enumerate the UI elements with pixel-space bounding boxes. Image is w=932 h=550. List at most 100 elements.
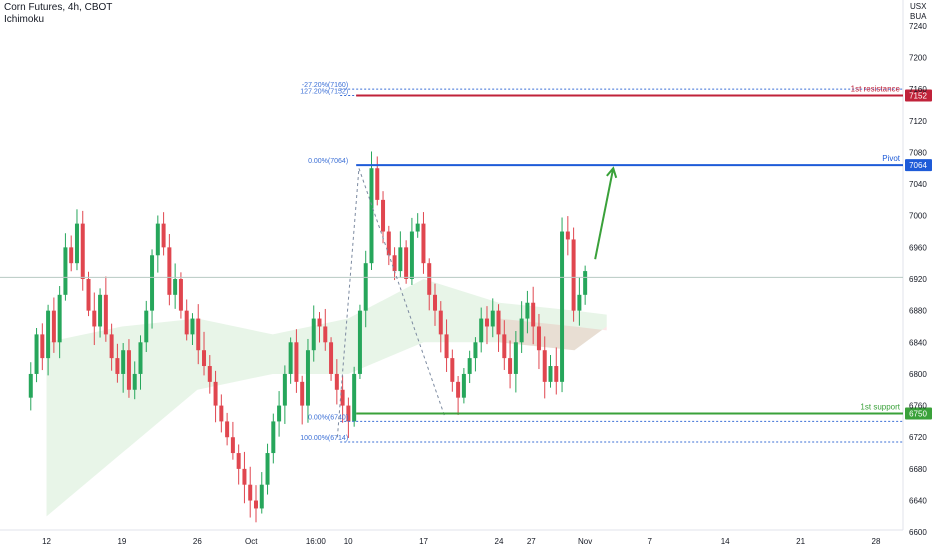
candle-body xyxy=(277,405,282,422)
candle-body xyxy=(69,247,74,264)
price-tag-label: 6750 xyxy=(909,410,927,419)
candle-body xyxy=(490,310,495,327)
indicator-label: Ichimoku xyxy=(4,14,45,25)
x-tick-label: 12 xyxy=(42,537,51,546)
candle-body xyxy=(433,294,438,311)
candle-body xyxy=(536,326,541,351)
price-tag xyxy=(905,89,932,102)
fib-label: 127.20%(7152) xyxy=(300,88,348,95)
candle-body xyxy=(178,279,183,311)
y-tick-label: 6600 xyxy=(909,528,927,537)
x-tick-label: 14 xyxy=(721,537,730,546)
candle-body xyxy=(202,350,207,367)
pivot-label: Pivot xyxy=(882,154,901,163)
x-tick-label: Oct xyxy=(245,537,258,546)
candle-body xyxy=(132,373,137,390)
candle-body xyxy=(190,318,195,335)
candle-body xyxy=(294,342,299,382)
candle-body xyxy=(513,342,518,374)
candle-body xyxy=(456,381,461,398)
candle-body xyxy=(28,373,33,398)
candle-body xyxy=(560,231,565,382)
candle-body xyxy=(242,468,247,485)
candle-body xyxy=(51,310,56,343)
candle-body xyxy=(554,366,559,382)
projection-arrow-head xyxy=(606,166,618,179)
candle-body xyxy=(92,310,97,327)
ichimoku-cloud-bearish xyxy=(498,318,607,351)
candle-body xyxy=(323,326,328,343)
y-tick-label: 7160 xyxy=(909,85,927,94)
candle-body xyxy=(103,294,108,335)
fib-label: -27.20%(7160) xyxy=(302,82,348,89)
price-tag-label: 7152 xyxy=(909,91,927,100)
candle-body xyxy=(450,358,455,382)
candle-body xyxy=(352,373,357,422)
candle-body xyxy=(496,310,501,335)
candle-body xyxy=(421,223,426,264)
candle-body xyxy=(98,294,103,327)
y-tick-label: 6880 xyxy=(909,307,927,316)
candle-body xyxy=(519,318,524,343)
candle-body xyxy=(467,358,472,374)
x-tick-label: 19 xyxy=(117,537,126,546)
candle-body xyxy=(404,247,409,279)
candle-body xyxy=(508,358,513,374)
price-tag xyxy=(905,407,932,420)
x-tick-label: Nov xyxy=(578,537,592,546)
candle-body xyxy=(230,437,235,454)
candle-body xyxy=(317,318,322,327)
y-tick-label: 6960 xyxy=(909,243,927,252)
candle-body xyxy=(74,223,79,264)
y-tick-label: 6680 xyxy=(909,465,927,474)
symbol-title: Corn Futures, 4h, CBOT xyxy=(4,2,113,13)
candle-body xyxy=(126,350,131,390)
candle-body xyxy=(525,302,530,319)
candle-body xyxy=(565,231,570,240)
candle-body xyxy=(86,279,91,311)
candle-body xyxy=(548,366,553,382)
candle-body xyxy=(288,342,293,374)
fib-label: 0.00%(7064) xyxy=(308,158,348,165)
candle-body xyxy=(138,342,143,374)
candle-body xyxy=(300,381,305,406)
x-tick-label: 28 xyxy=(872,537,881,546)
candle-body xyxy=(207,366,212,382)
y-tick-label: 6840 xyxy=(909,338,927,347)
candle-body xyxy=(444,334,449,359)
fib-label: 0.00%(6740) xyxy=(308,414,348,421)
candle-body xyxy=(375,168,380,200)
candle-body xyxy=(531,302,536,327)
x-tick-label: 26 xyxy=(193,537,202,546)
axis-currency: USX xyxy=(910,2,927,11)
candle-body xyxy=(479,318,484,343)
candle-body xyxy=(415,223,420,232)
y-tick-label: 7120 xyxy=(909,117,927,126)
candle-body xyxy=(57,294,62,343)
1st-support-label: 1st support xyxy=(860,403,900,412)
candle-body xyxy=(357,310,362,374)
candle-body xyxy=(542,350,547,382)
y-tick-label: 6640 xyxy=(909,497,927,506)
candle-body xyxy=(115,358,120,374)
candle-body xyxy=(248,484,253,501)
x-tick-label: 16:00 xyxy=(306,537,327,546)
candle-body xyxy=(427,263,432,295)
y-tick-label: 7040 xyxy=(909,180,927,189)
x-tick-label: 10 xyxy=(344,537,353,546)
candle-body xyxy=(253,500,258,509)
candle-body xyxy=(282,373,287,406)
candle-body xyxy=(265,453,270,485)
ichimoku-cloud xyxy=(46,279,607,517)
candle-body xyxy=(155,223,160,256)
candle-body xyxy=(334,373,339,390)
candle-body xyxy=(121,350,126,374)
zigzag-pattern xyxy=(336,168,446,438)
candle-body xyxy=(363,263,368,311)
candle-body xyxy=(311,318,316,351)
candle-body xyxy=(438,310,443,335)
projection-arrow xyxy=(594,168,615,260)
candle-body xyxy=(40,334,45,359)
